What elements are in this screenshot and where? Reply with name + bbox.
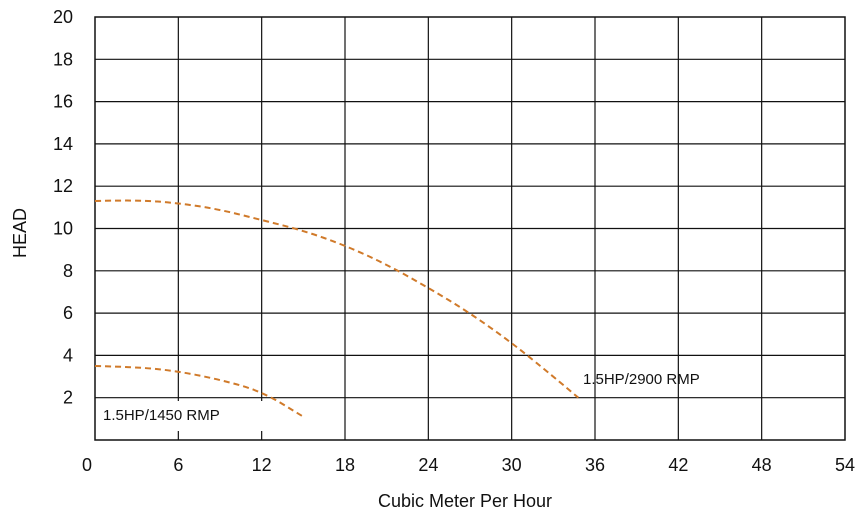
y-tick-label: 10 xyxy=(53,219,73,239)
grid xyxy=(94,16,846,441)
y-tick-label: 2 xyxy=(63,388,73,408)
x-tick-label: 36 xyxy=(585,455,605,475)
series-label-background xyxy=(97,401,265,431)
y-tick-labels: 2 4 6 8 10 12 14 16 18 20 xyxy=(53,7,73,408)
series-line xyxy=(94,199,579,399)
x-tick-label: 18 xyxy=(335,455,355,475)
x-tick-label: 30 xyxy=(502,455,522,475)
x-tick-labels: 0 6 12 18 24 30 36 42 48 54 xyxy=(82,455,855,475)
y-tick-label: 14 xyxy=(53,134,73,154)
x-axis-label: Cubic Meter Per Hour xyxy=(378,491,552,511)
y-tick-label: 12 xyxy=(53,176,73,196)
y-tick-label: 18 xyxy=(53,49,73,69)
x-tick-label: 24 xyxy=(418,455,438,475)
y-tick-label: 6 xyxy=(63,303,73,323)
y-tick-label: 20 xyxy=(53,7,73,27)
series-label: 1.5HP/1450 RMP xyxy=(103,407,220,424)
x-tick-label: 42 xyxy=(668,455,688,475)
x-tick-label: 48 xyxy=(752,455,772,475)
x-tick-label: 54 xyxy=(835,455,855,475)
x-tick-label: 0 xyxy=(82,455,92,475)
y-tick-label: 16 xyxy=(53,92,73,112)
x-tick-label: 12 xyxy=(252,455,272,475)
y-axis-label: HEAD xyxy=(10,208,30,258)
series-lines xyxy=(94,199,579,418)
x-tick-label: 6 xyxy=(173,455,183,475)
y-tick-label: 4 xyxy=(63,345,73,365)
series-line xyxy=(94,365,304,418)
series-labels: 1.5HP/2900 RMP 1.5HP/1450 RMP xyxy=(97,371,700,431)
y-tick-label: 8 xyxy=(63,261,73,281)
series-label: 1.5HP/2900 RMP xyxy=(583,371,700,388)
